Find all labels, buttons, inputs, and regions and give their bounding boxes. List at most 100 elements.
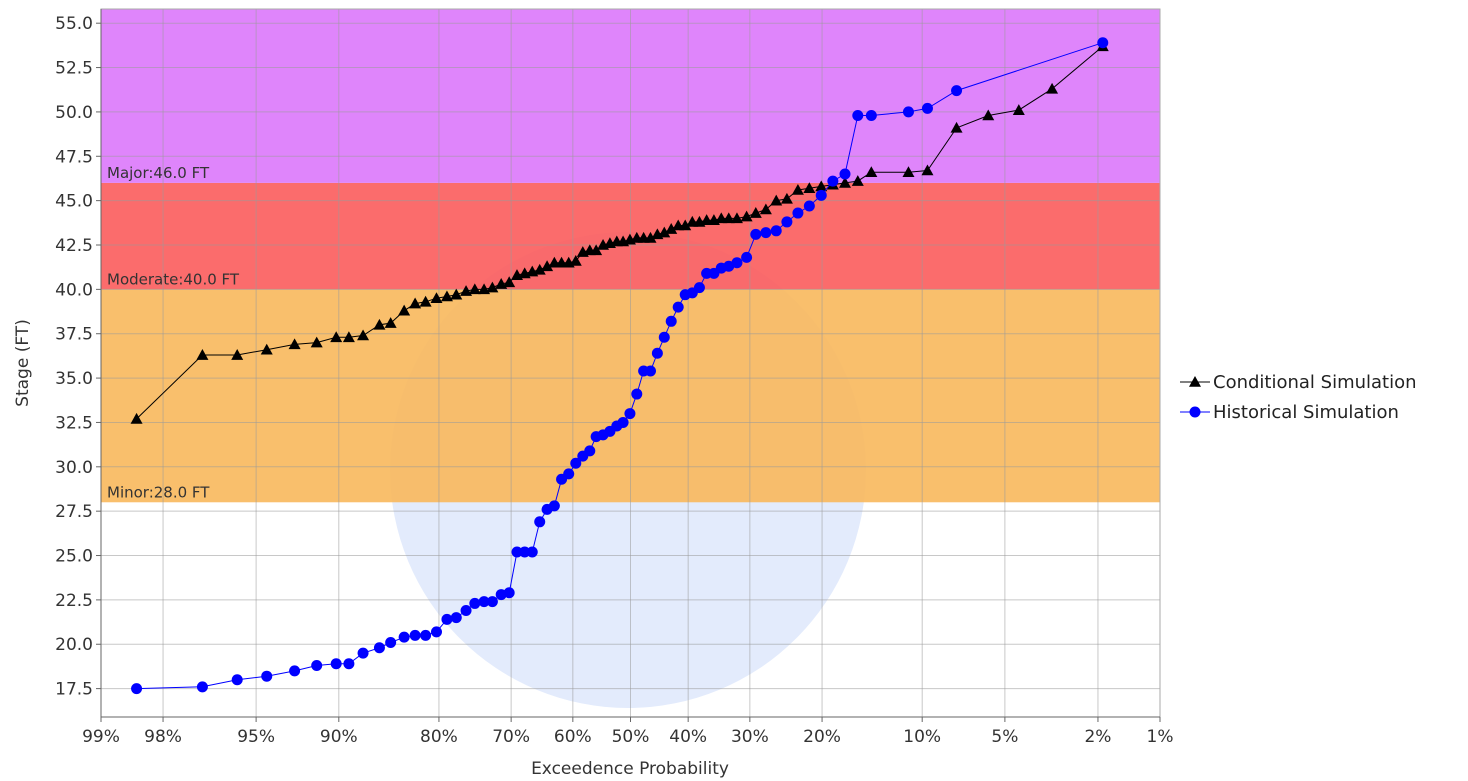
data-point-triangle [838, 176, 851, 188]
data-point-circle [430, 626, 442, 638]
data-point-circle [289, 665, 301, 677]
data-point-circle [1097, 37, 1109, 49]
data-point-triangle [730, 212, 743, 224]
data-point-triangle [450, 288, 463, 300]
data-point-circle [658, 331, 670, 343]
y-tick-label: 32.5 [55, 413, 93, 433]
legend-triangle-marker [1189, 376, 1201, 387]
y-tick-label: 17.5 [55, 680, 93, 700]
series-conditional [130, 40, 1109, 424]
data-point-circle [534, 516, 546, 528]
series-historical [131, 37, 1109, 695]
data-point-triangle [590, 244, 603, 256]
data-point-circle [519, 546, 531, 558]
data-point-circle [398, 631, 410, 643]
data-point-circle [563, 468, 575, 480]
y-tick-label: 50.0 [55, 103, 93, 123]
x-tick-label: 40% [669, 727, 707, 747]
data-point-circle [584, 445, 596, 457]
data-point-circle [131, 683, 143, 695]
legend-circle-marker [1189, 406, 1201, 418]
data-point-circle [420, 629, 432, 641]
x-tick-label: 70% [492, 727, 530, 747]
data-point-triangle [770, 194, 783, 206]
x-tick-label: 98% [144, 727, 182, 747]
data-point-circle [196, 681, 208, 693]
data-point-triangle [231, 349, 244, 360]
data-point-triangle [357, 329, 370, 341]
legend-label: Historical Simulation [1213, 402, 1399, 423]
data-point-circle [839, 168, 851, 180]
y-tick-label: 37.5 [55, 325, 93, 345]
x-tick-label: 5% [991, 727, 1018, 747]
legend-item: Historical Simulation [1180, 402, 1399, 423]
data-point-triangle [902, 166, 915, 178]
data-point-circle [231, 674, 243, 686]
data-point-circle [760, 227, 772, 239]
data-point-circle [343, 658, 355, 670]
data-point-triangle [330, 331, 343, 343]
data-point-triangle [740, 210, 753, 222]
data-point-triangle [419, 295, 432, 307]
x-axis: 99% 98% 95% 90% 80% 70% 60% 50% 40% 30% 20% 10% 5% 2%… [82, 716, 1174, 747]
data-point-triangle [679, 219, 692, 231]
data-point-triangle [921, 164, 934, 176]
y-tick-label: 35.0 [55, 369, 93, 389]
data-point-circle [951, 85, 963, 97]
data-point-triangle [288, 338, 301, 350]
data-point-triangle [665, 223, 678, 234]
data-point-triangle [541, 260, 554, 272]
data-point-circle [503, 587, 515, 599]
data-point-triangle [644, 231, 657, 243]
x-tick-label: 30% [731, 727, 769, 747]
x-axis-title: Exceedence Probability [531, 759, 729, 779]
data-point-circle [526, 546, 538, 558]
x-tick-label: 50% [612, 727, 650, 747]
data-point-triangle [384, 317, 397, 328]
data-point-triangle [569, 254, 582, 266]
data-point-triangle [791, 183, 804, 195]
data-point-triangle [722, 212, 735, 224]
data-point-triangle [950, 121, 963, 133]
data-point-triangle [398, 304, 411, 316]
data-point-circle [357, 647, 369, 659]
data-point-circle [781, 216, 793, 228]
data-point-circle [330, 658, 342, 670]
legend-label: Conditional Simulation [1213, 372, 1417, 393]
x-tick-label: 20% [803, 727, 841, 747]
data-point-circle [478, 596, 490, 608]
data-point-triangle [780, 192, 793, 204]
data-point-triangle [440, 290, 453, 302]
data-point-circle [803, 200, 815, 212]
data-point-circle [511, 546, 523, 558]
x-tick-label: 10% [903, 727, 941, 747]
data-point-triangle [803, 182, 816, 194]
data-point-circle [385, 636, 397, 648]
legend-item: Conditional Simulation [1180, 372, 1417, 393]
data-point-triangle [196, 349, 209, 360]
data-point-circle [792, 207, 804, 219]
data-point-circle [651, 347, 663, 359]
data-point-circle [770, 225, 782, 237]
data-point-circle [750, 228, 762, 240]
data-point-circle [741, 251, 753, 263]
legend: Conditional Simulation Historical Simulat… [1180, 372, 1417, 423]
x-tick-label: 60% [554, 727, 592, 747]
data-point-circle [450, 612, 462, 624]
data-point-triangle [130, 412, 143, 424]
y-tick-label: 40.0 [55, 280, 93, 300]
data-point-circle [731, 257, 743, 269]
flood-band-label: Major:46.0 FT [107, 164, 210, 182]
data-point-circle [311, 660, 323, 672]
flood-band-label: Moderate:40.0 FT [107, 270, 240, 288]
x-tick-label: 80% [420, 727, 458, 747]
x-tick-label: 2% [1084, 727, 1111, 747]
x-tick-label: 95% [237, 727, 275, 747]
data-point-triangle [430, 292, 443, 304]
data-point-triangle [460, 285, 473, 296]
data-point-triangle [759, 203, 772, 215]
flood-stage-labels: Minor:28.0 FT Moderate:40.0 FT Major:46.0 … [107, 164, 240, 501]
flood-band-label: Minor:28.0 FT [107, 483, 210, 501]
x-tick-label: 1% [1147, 727, 1174, 747]
